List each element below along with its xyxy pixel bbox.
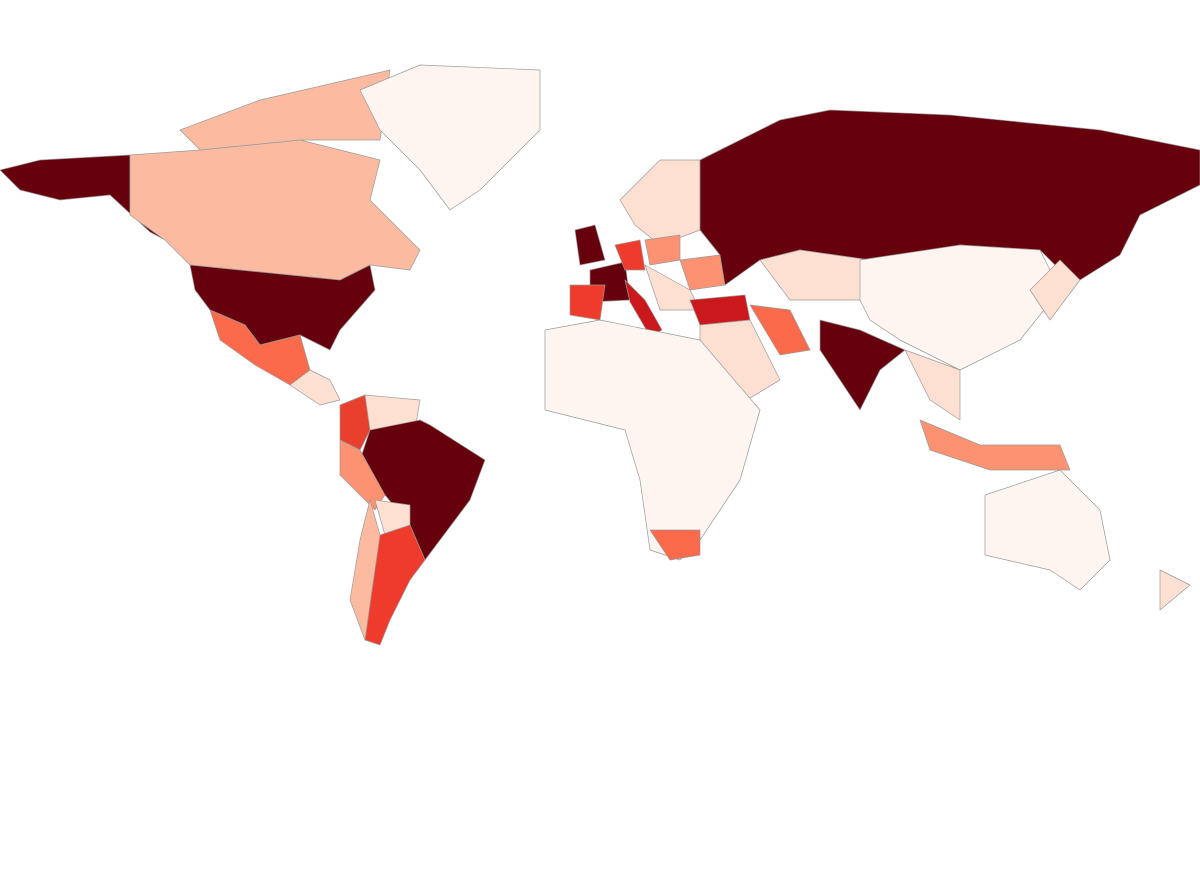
country-region [0, 154, 166, 241]
country-region [859, 244, 1061, 371]
country-region [644, 234, 681, 266]
country-region [189, 264, 376, 351]
country-region [1159, 569, 1191, 611]
country-region [919, 419, 1071, 471]
country-region [614, 239, 646, 271]
country-region [689, 294, 751, 326]
country-region [569, 284, 606, 321]
country-region [574, 224, 606, 266]
country-region [749, 304, 811, 356]
country-region [904, 349, 961, 421]
country-region [289, 369, 341, 406]
country-region [359, 64, 541, 211]
country-region [819, 319, 906, 411]
country-region [339, 394, 371, 451]
country-region [984, 469, 1111, 591]
country-region [349, 499, 381, 641]
country-region [1029, 259, 1081, 321]
country-region [649, 529, 701, 561]
country-region [179, 69, 391, 151]
